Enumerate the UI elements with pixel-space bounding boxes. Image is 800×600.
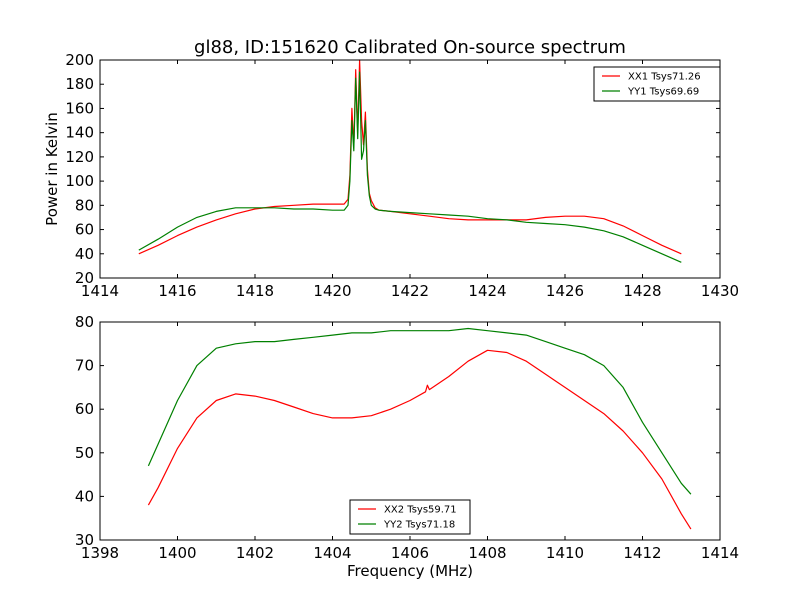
- y-tick-label: 30: [75, 531, 94, 549]
- legend-label: YY1 Tsys69.69: [627, 87, 699, 98]
- top-panel: 1414 1416 1418 1420 1422 1424 1426 1428 1430 20 40…: [43, 51, 739, 300]
- x-tick-label: 1416: [158, 282, 196, 300]
- y-tick-label: 20: [75, 269, 94, 287]
- x-tick-label: 1430: [701, 282, 739, 300]
- x-tick-label: 1404: [313, 544, 351, 562]
- y-tick-label: 40: [75, 487, 94, 505]
- y-tick-label: 140: [65, 124, 94, 142]
- x-tick-label: 1406: [391, 544, 429, 562]
- x-tick-label: 1424: [468, 282, 506, 300]
- x-tick-label: 1420: [313, 282, 351, 300]
- y-tick-label: 50: [75, 444, 94, 462]
- x-tick-label: 1422: [391, 282, 429, 300]
- y-tick-label: 70: [75, 357, 94, 375]
- x-tick-label: 1398: [81, 544, 119, 562]
- x-tick-label: 1428: [623, 282, 661, 300]
- x-tick-label: 1402: [236, 544, 274, 562]
- legend-label: YY2 Tsys71.18: [383, 520, 455, 531]
- x-tick-label: 1414: [701, 544, 739, 562]
- legend-box: [349, 499, 471, 535]
- figure-title: gl88, ID:151620 Calibrated On-source spe…: [194, 37, 626, 58]
- y-tick-label: 40: [75, 245, 94, 263]
- x-tick-label: 1410: [546, 544, 584, 562]
- y-tick-label: 60: [75, 400, 94, 418]
- legend-label: XX1 Tsys71.26: [628, 72, 701, 83]
- x-tick-label: 1412: [623, 544, 661, 562]
- x-tick-label: 1400: [158, 544, 196, 562]
- y-tick-label: 80: [75, 196, 94, 214]
- y-tick-label: 160: [65, 99, 94, 117]
- bottom-panel: 1398 1400 1402 1404 1406 1408 1410 1412 1414 30 40…: [75, 313, 739, 580]
- y-tick-label: 120: [65, 148, 94, 166]
- y-tick-label: 200: [65, 51, 94, 69]
- y-tick-label: 180: [65, 75, 94, 93]
- legend: XX1 Tsys71.26 YY1 Tsys69.69: [593, 66, 721, 102]
- y-tick-label: 60: [75, 221, 94, 239]
- series-line-0-0: [138, 59, 682, 255]
- series-line-1-0: [147, 349, 692, 530]
- y-tick-label: 80: [75, 313, 94, 331]
- y-tick-label: 100: [65, 172, 94, 190]
- x-tick-label: 1414: [81, 282, 119, 300]
- y-axis-title: Power in Kelvin: [43, 112, 61, 226]
- legend: XX2 Tsys59.71 YY2 Tsys71.18: [349, 499, 471, 535]
- series-line-1-1: [147, 327, 692, 495]
- legend-label: XX2 Tsys59.71: [384, 505, 457, 516]
- legend-box: [593, 66, 721, 102]
- series-line-0-1: [138, 71, 682, 263]
- x-tick-label: 1426: [546, 282, 584, 300]
- x-tick-label: 1408: [468, 544, 506, 562]
- x-tick-label: 1418: [236, 282, 274, 300]
- x-axis-title: Frequency (MHz): [347, 562, 473, 580]
